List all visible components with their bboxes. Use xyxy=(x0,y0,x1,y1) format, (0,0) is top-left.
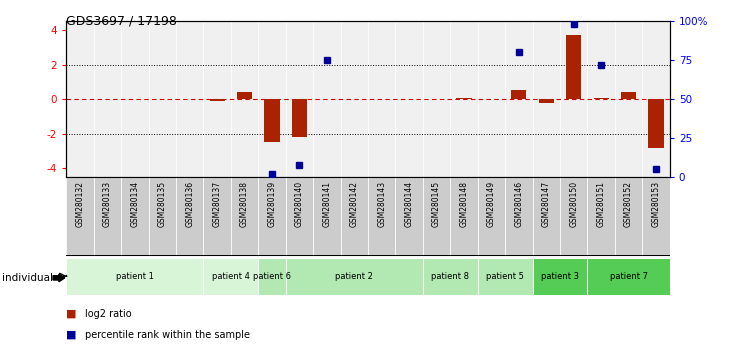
Bar xyxy=(423,258,478,295)
Bar xyxy=(203,258,258,295)
Text: patient 8: patient 8 xyxy=(431,272,470,281)
Text: patient 7: patient 7 xyxy=(609,272,648,281)
Text: GSM280150: GSM280150 xyxy=(569,181,578,227)
Text: GSM280146: GSM280146 xyxy=(514,181,523,227)
Text: GSM280135: GSM280135 xyxy=(158,181,167,227)
Bar xyxy=(286,258,423,295)
Bar xyxy=(456,98,472,99)
Text: GSM280144: GSM280144 xyxy=(405,181,414,227)
Text: GSM280145: GSM280145 xyxy=(432,181,441,227)
Text: GSM280136: GSM280136 xyxy=(185,181,194,227)
Bar xyxy=(210,99,224,101)
Text: patient 3: patient 3 xyxy=(541,272,579,281)
Text: log2 ratio: log2 ratio xyxy=(85,309,131,319)
Text: GSM280134: GSM280134 xyxy=(130,181,139,227)
Text: GSM280141: GSM280141 xyxy=(322,181,331,227)
Text: GSM280140: GSM280140 xyxy=(295,181,304,227)
Text: GSM280142: GSM280142 xyxy=(350,181,358,227)
Text: GDS3697 / 17198: GDS3697 / 17198 xyxy=(66,14,177,27)
Bar xyxy=(292,99,307,137)
Text: GSM280153: GSM280153 xyxy=(651,181,660,227)
Text: ■: ■ xyxy=(66,309,77,319)
Text: individual: individual xyxy=(2,273,53,283)
Bar xyxy=(66,258,203,295)
Bar xyxy=(594,98,609,99)
Text: patient 1: patient 1 xyxy=(116,272,154,281)
Text: patient 5: patient 5 xyxy=(486,272,524,281)
Text: ■: ■ xyxy=(66,330,77,340)
Bar xyxy=(512,91,526,99)
Bar xyxy=(478,258,533,295)
Text: GSM280148: GSM280148 xyxy=(459,181,469,227)
Bar xyxy=(621,92,636,99)
Bar xyxy=(587,258,670,295)
Text: patient 2: patient 2 xyxy=(336,272,373,281)
Text: GSM280143: GSM280143 xyxy=(378,181,386,227)
Bar xyxy=(237,92,252,99)
Text: GSM280152: GSM280152 xyxy=(624,181,633,227)
Bar xyxy=(539,99,554,103)
Text: GSM280147: GSM280147 xyxy=(542,181,551,227)
Text: GSM280138: GSM280138 xyxy=(240,181,249,227)
Bar xyxy=(264,99,280,142)
Text: patient 6: patient 6 xyxy=(253,272,291,281)
Bar xyxy=(258,258,286,295)
Text: GSM280149: GSM280149 xyxy=(487,181,496,227)
Text: GSM280139: GSM280139 xyxy=(267,181,277,227)
Text: GSM280133: GSM280133 xyxy=(103,181,112,227)
Bar xyxy=(533,258,587,295)
Text: GSM280137: GSM280137 xyxy=(213,181,222,227)
Text: GSM280151: GSM280151 xyxy=(597,181,606,227)
Bar xyxy=(566,35,581,99)
Text: patient 4: patient 4 xyxy=(212,272,250,281)
Text: percentile rank within the sample: percentile rank within the sample xyxy=(85,330,250,340)
Text: GSM280132: GSM280132 xyxy=(76,181,85,227)
Bar xyxy=(648,99,664,148)
